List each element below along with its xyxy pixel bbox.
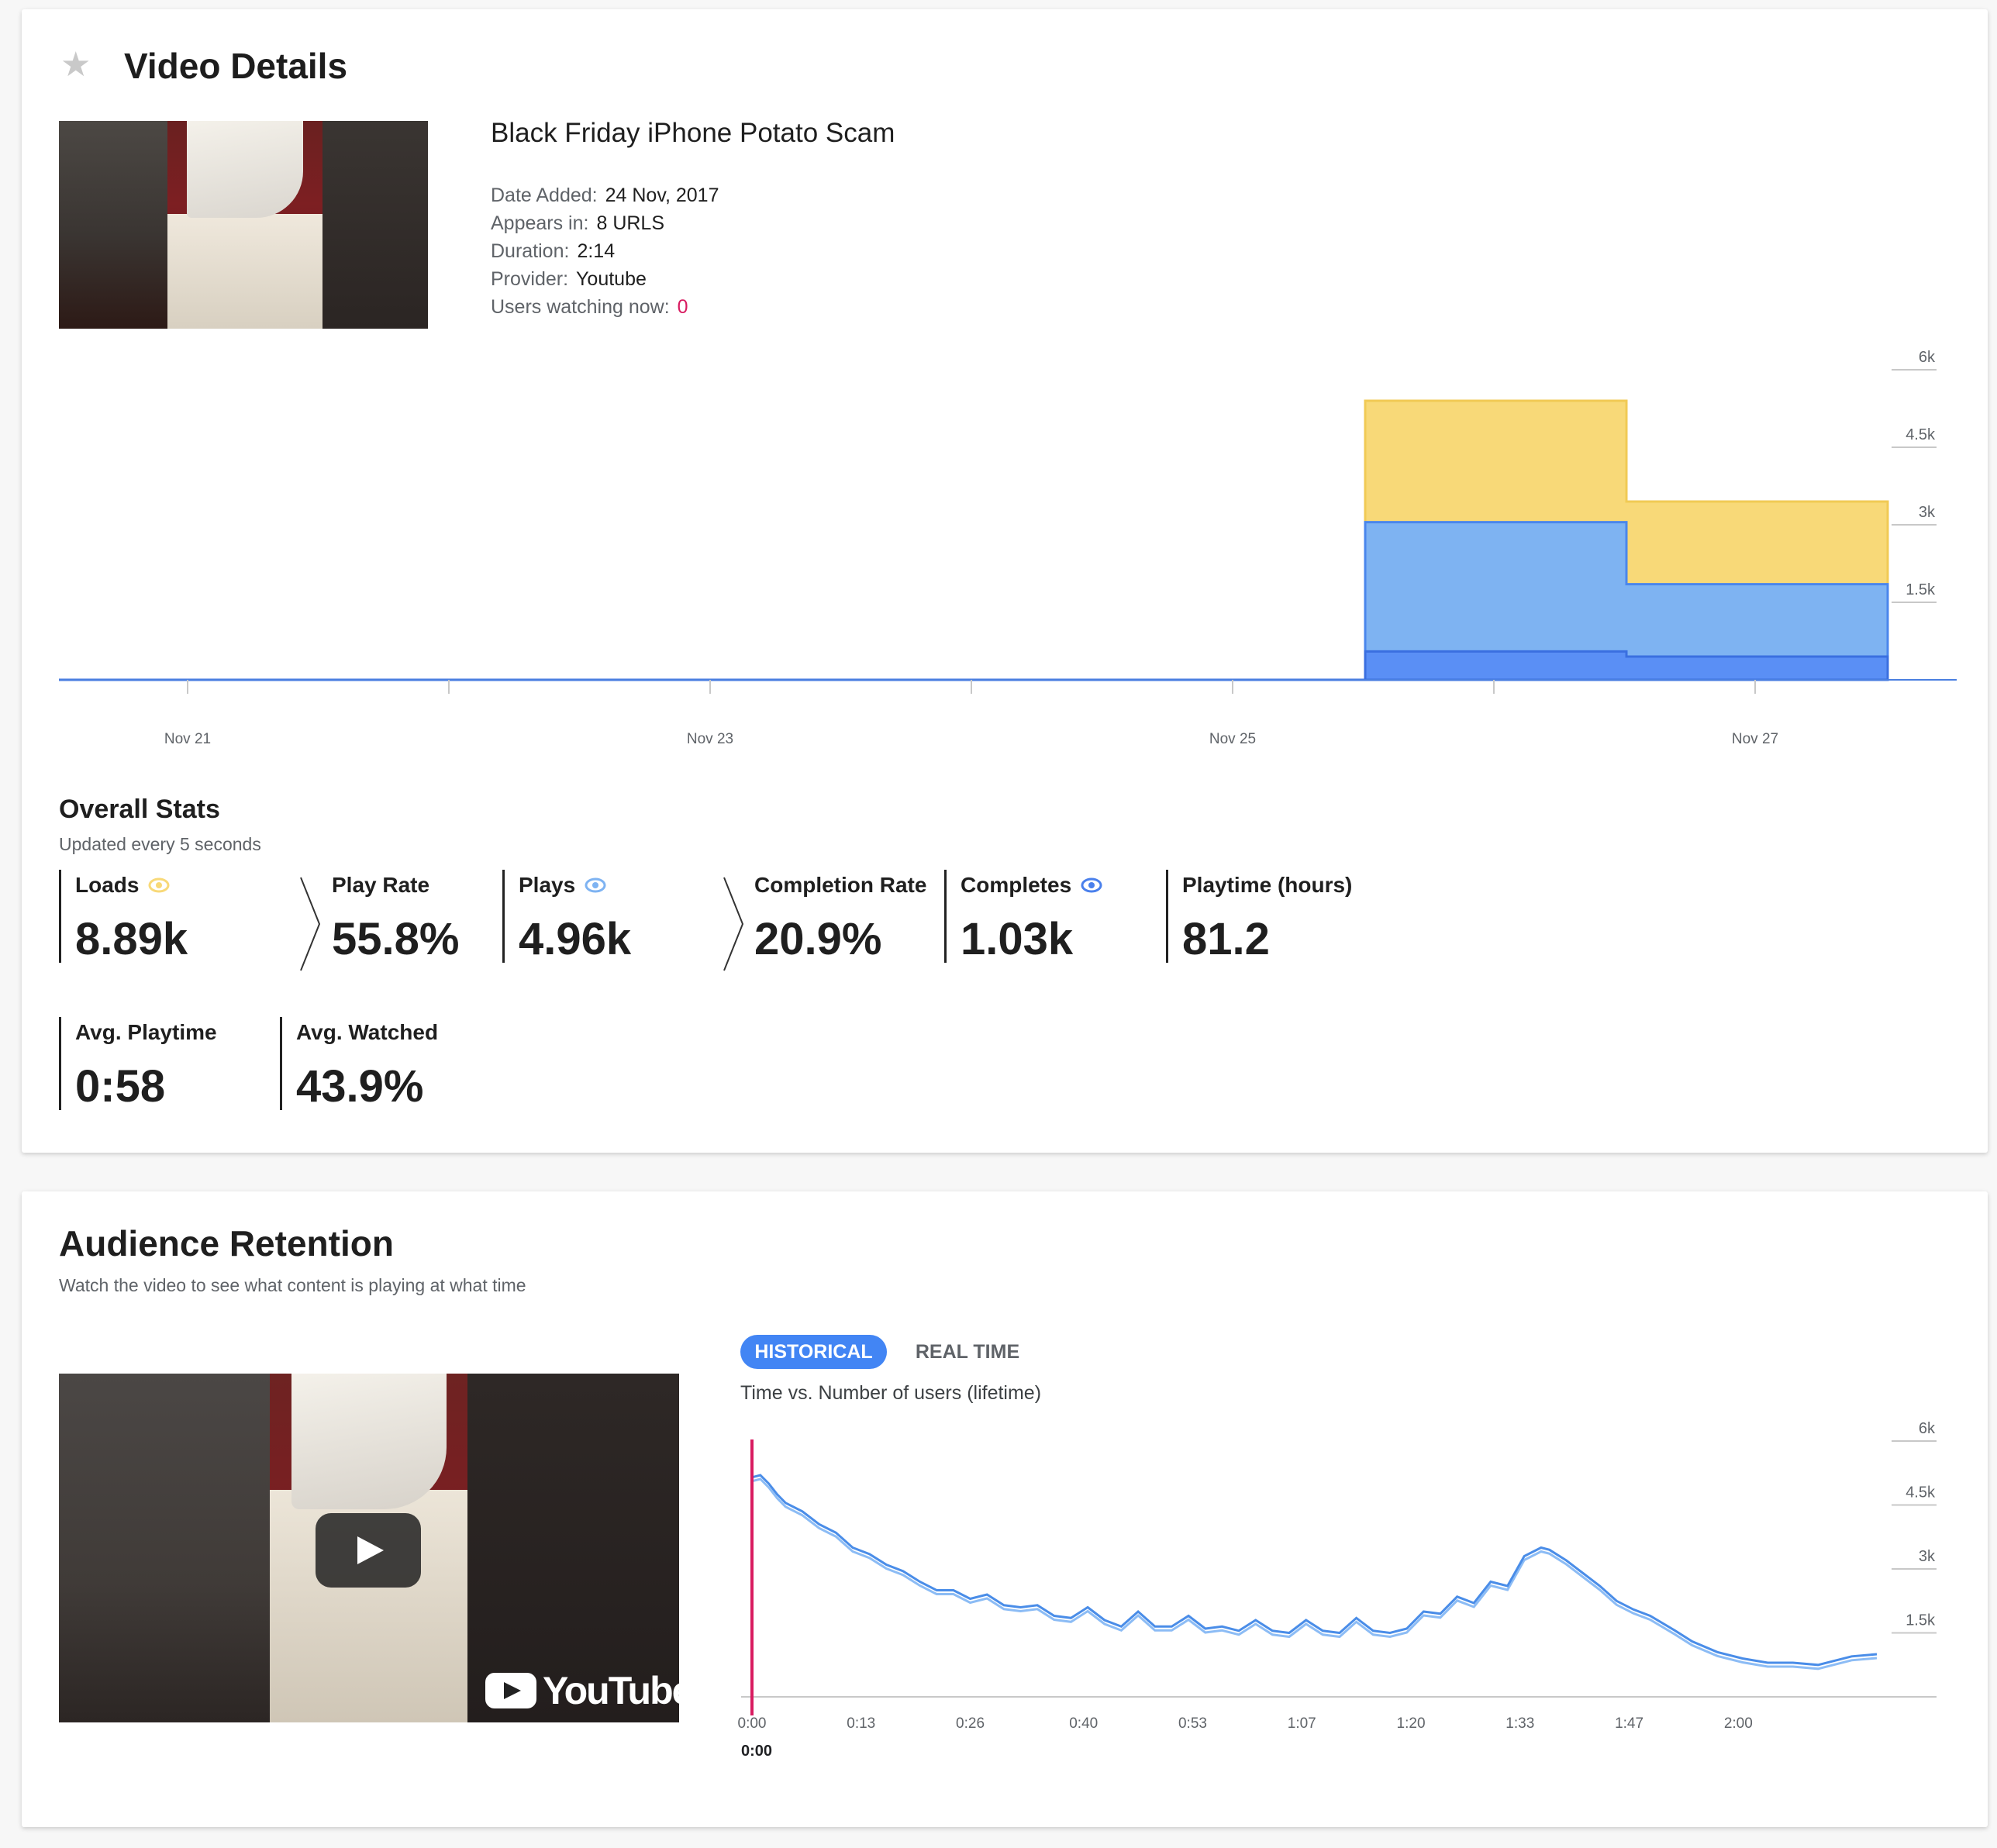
stat-value: 0:58	[75, 1061, 166, 1112]
star-icon[interactable]: ★	[60, 46, 91, 84]
section-subtitle: Watch the video to see what content is p…	[59, 1275, 526, 1295]
meta-users-watching: Users watching now: 0	[491, 293, 719, 321]
meta-provider: Provider: Youtube	[491, 265, 719, 293]
stat-value: 55.8%	[332, 914, 460, 964]
meta-date-added: Date Added: 24 Nov, 2017	[491, 181, 719, 209]
stat-loads: Loads 8.89k	[59, 870, 188, 964]
meta-duration: Duration: 2:14	[491, 237, 719, 265]
chevron-right-icon	[723, 877, 744, 971]
stat-plays: Plays 4.96k	[502, 870, 632, 964]
section-title: Audience Retention	[59, 1223, 394, 1264]
y-tick-label: 6k	[1919, 1420, 1936, 1437]
eye-icon[interactable]	[1081, 877, 1102, 893]
stat-completes: Completes 1.03k	[944, 870, 1102, 964]
meta-label: Users watching now:	[491, 296, 670, 318]
overall-stats-subtitle: Updated every 5 seconds	[59, 834, 261, 854]
stat-value: 8.89k	[75, 914, 188, 964]
audience-retention-card: Audience Retention Watch the video to se…	[22, 1191, 1988, 1827]
overall-stats-title: Overall Stats	[59, 795, 220, 824]
stat-completion-rate: Completion Rate 20.9%	[740, 870, 927, 964]
meta-label: Appears in:	[491, 212, 589, 234]
youtube-wordmark: YouTube	[543, 1669, 679, 1712]
x-tick-label: 0:13	[847, 1715, 875, 1732]
stat-play-rate: Play Rate 55.8%	[318, 870, 460, 964]
stat-value: 4.96k	[519, 914, 632, 964]
chart-label: Time vs. Number of users (lifetime)	[740, 1382, 1042, 1404]
retention-line-shadow	[751, 1477, 1878, 1670]
y-tick-label: 4.5k	[1906, 1484, 1936, 1502]
x-tick-label: 1:07	[1288, 1715, 1316, 1732]
x-tick-label: 1:47	[1615, 1715, 1643, 1732]
y-tick-label: 6k	[1919, 349, 1936, 366]
stat-label: Loads	[75, 873, 140, 897]
y-tick-label: 3k	[1919, 1548, 1936, 1565]
area-series	[59, 650, 1889, 681]
x-tick-label: Nov 21	[164, 731, 211, 747]
video-details-card: ★ Video Details Black Friday iPhone Pota…	[22, 9, 1988, 1153]
x-tick-label: 0:26	[956, 1715, 985, 1732]
y-tick-label: 3k	[1919, 504, 1936, 521]
youtube-logo: YouTube	[485, 1668, 679, 1713]
stat-label: Avg. Watched	[296, 1020, 439, 1044]
meta-appears-in: Appears in: 8 URLS	[491, 209, 719, 237]
eye-icon[interactable]	[148, 877, 170, 893]
x-tick-label: 0:40	[1069, 1715, 1098, 1732]
video-title: Black Friday iPhone Potato Scam	[491, 118, 895, 148]
video-thumbnail[interactable]	[59, 121, 428, 329]
tab-historical[interactable]: HISTORICAL	[740, 1335, 887, 1369]
x-tick-label: Nov 27	[1732, 731, 1778, 747]
stat-label: Playtime (hours)	[1182, 873, 1353, 897]
meta-label: Provider:	[491, 268, 569, 290]
stat-value: 1.03k	[961, 914, 1074, 964]
eye-icon[interactable]	[585, 877, 606, 893]
x-tick-label: Nov 25	[1209, 731, 1256, 747]
meta-value: 2:14	[577, 240, 616, 262]
stat-label: Avg. Playtime	[75, 1020, 217, 1044]
y-tick-label: 1.5k	[1906, 581, 1936, 598]
stat-playtime-hours: Playtime (hours) 81.2	[1166, 870, 1353, 964]
meta-label: Date Added:	[491, 184, 598, 206]
x-tick-label: Nov 23	[687, 731, 733, 747]
meta-value: 24 Nov, 2017	[605, 184, 719, 206]
x-tick-label: 1:33	[1506, 1715, 1534, 1732]
meta-value: 8 URLS	[596, 212, 665, 234]
x-tick-label: 0:00	[738, 1715, 767, 1732]
playhead-time-label: 0:00	[741, 1743, 772, 1760]
y-tick-label: 1.5k	[1906, 1612, 1936, 1629]
stat-label: Play Rate	[332, 873, 430, 897]
retention-line	[751, 1474, 1878, 1667]
y-tick-label: 4.5k	[1906, 426, 1936, 443]
chevron-right-icon	[300, 877, 321, 971]
x-tick-label: 2:00	[1724, 1715, 1753, 1732]
video-player[interactable]: YouTube	[59, 1374, 679, 1722]
meta-label: Duration:	[491, 240, 570, 262]
meta-value-live: 0	[677, 296, 688, 318]
x-tick-label: 1:20	[1397, 1715, 1426, 1732]
stat-label: Plays	[519, 873, 576, 897]
x-tick-label: 0:53	[1178, 1715, 1207, 1732]
youtube-icon	[485, 1673, 536, 1708]
stat-value: 20.9%	[754, 914, 882, 964]
video-meta: Date Added: 24 Nov, 2017 Appears in: 8 URL…	[491, 181, 719, 321]
play-icon[interactable]	[316, 1513, 421, 1588]
stat-label: Completion Rate	[754, 873, 927, 897]
stat-value: 81.2	[1182, 914, 1270, 964]
tab-real-time[interactable]: REAL TIME	[915, 1340, 1020, 1363]
stat-avg-watched: Avg. Watched 43.9%	[280, 1017, 439, 1112]
stat-value: 43.9%	[296, 1061, 424, 1112]
retention-line-chart[interactable]: 1.5k 3k 4.5k 6k 0:00 0:13 0:26 0:40 0:53 1:07 1:20…	[22, 1191, 1988, 1827]
page-title: Video Details	[124, 46, 348, 86]
daily-stacked-area-chart[interactable]: Nov 21 Nov 23 Nov 25 Nov 27 1.5k 3k 4.5k 6k	[22, 335, 1988, 753]
meta-value: Youtube	[576, 268, 647, 290]
stat-label: Completes	[961, 873, 1072, 897]
stat-avg-playtime: Avg. Playtime 0:58	[59, 1017, 217, 1112]
